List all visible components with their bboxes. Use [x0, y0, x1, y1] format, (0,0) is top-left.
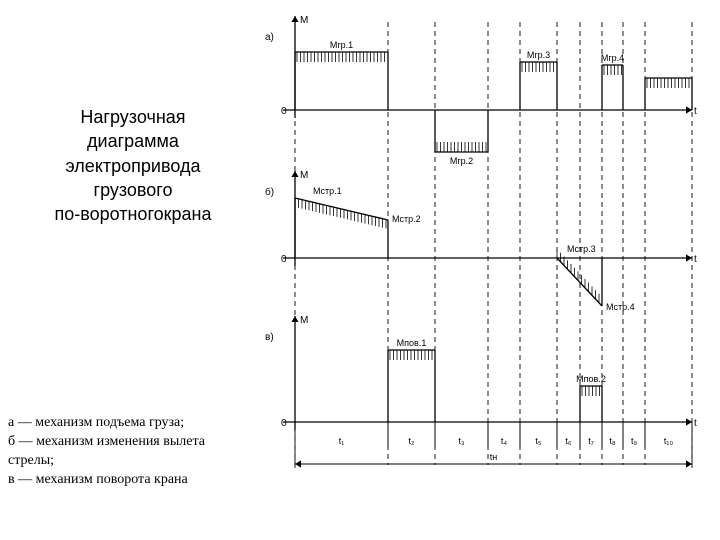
- svg-text:0: 0: [281, 254, 287, 265]
- svg-text:t: t: [694, 106, 697, 117]
- svg-text:t: t: [694, 254, 697, 265]
- svg-text:M: M: [300, 315, 308, 326]
- svg-text:в): в): [265, 332, 274, 343]
- legend-line-c: в — механизм поворота крана: [8, 472, 205, 491]
- svg-text:0: 0: [281, 418, 287, 429]
- svg-text:t₁: t₁: [339, 436, 345, 446]
- svg-text:Mстр.3: Mстр.3: [567, 244, 596, 254]
- svg-text:t₅: t₅: [535, 436, 542, 446]
- legend-block: а — механизм подъема груза; б — механизм…: [8, 415, 205, 491]
- svg-text:t₂: t₂: [409, 436, 416, 446]
- svg-text:tн: tн: [490, 452, 498, 462]
- svg-text:t₈: t₈: [609, 436, 616, 446]
- legend-line-b: б — механизм изменения вылета: [8, 434, 205, 453]
- svg-text:Mпов.2: Mпов.2: [576, 374, 606, 384]
- svg-text:t₆: t₆: [565, 436, 572, 446]
- svg-text:t₉: t₉: [631, 436, 638, 446]
- svg-text:M: M: [300, 15, 308, 26]
- svg-text:Mстр.4: Mстр.4: [606, 302, 635, 312]
- svg-text:t₄: t₄: [501, 436, 508, 446]
- svg-text:Mгр.2: Mгр.2: [450, 156, 473, 166]
- svg-text:t₃: t₃: [458, 436, 465, 446]
- legend-line-a: а — механизм подъема груза;: [8, 415, 205, 434]
- svg-text:t₇: t₇: [588, 436, 594, 446]
- svg-text:Mпов.1: Mпов.1: [397, 338, 427, 348]
- svg-text:Mгр.4: Mгр.4: [601, 53, 624, 63]
- svg-text:а): а): [265, 32, 274, 43]
- svg-text:M: M: [300, 170, 308, 181]
- svg-text:Mстр.2: Mстр.2: [392, 214, 421, 224]
- legend-line-b2: стрелы;: [8, 453, 205, 472]
- svg-text:б): б): [265, 186, 274, 198]
- svg-text:t: t: [694, 418, 697, 429]
- svg-text:t₁₀: t₁₀: [664, 436, 674, 446]
- svg-text:Mгр.1: Mгр.1: [330, 40, 353, 50]
- svg-text:Mстр.1: Mстр.1: [313, 186, 342, 196]
- svg-text:0: 0: [281, 106, 287, 117]
- load-diagram: t M 0 а) Mгр.1 Mгр.2 Mгр.3 Mгр.4 t M 0 б) Mстр.1 Mстр…: [260, 10, 710, 500]
- svg-text:Mгр.3: Mгр.3: [527, 50, 550, 60]
- diagram-title: Нагрузочная диаграмма электропривода гру…: [18, 105, 248, 226]
